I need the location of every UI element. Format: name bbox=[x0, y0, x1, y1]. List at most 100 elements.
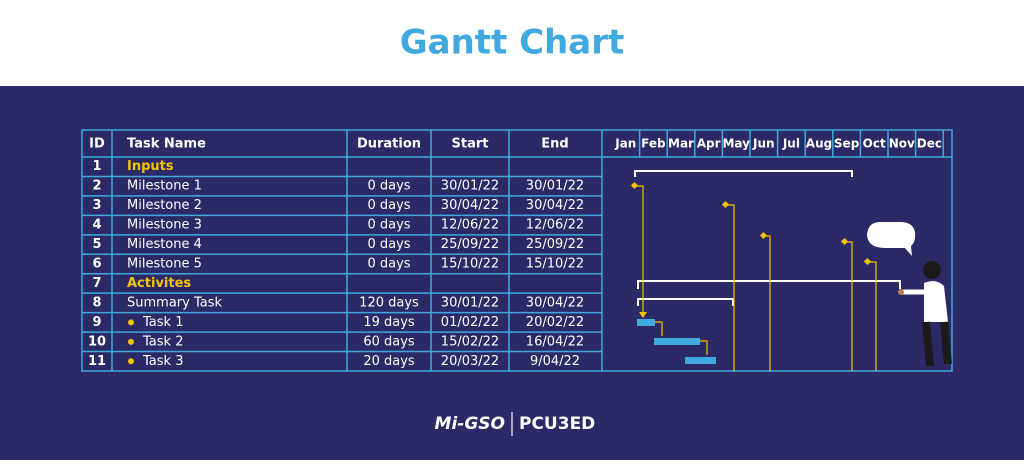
person bbox=[898, 261, 952, 367]
cell: 30/04/22 bbox=[441, 198, 499, 213]
cell: Milestone 4 bbox=[127, 237, 202, 252]
cell: Task 3 bbox=[142, 354, 183, 369]
cell: 0 days bbox=[367, 237, 410, 252]
row-id: 9 bbox=[92, 315, 101, 330]
row-id: 8 bbox=[92, 295, 101, 310]
cell: 0 days bbox=[367, 218, 410, 233]
task-bar bbox=[654, 338, 700, 345]
month-label: Jul bbox=[782, 137, 800, 151]
cell: 9/04/22 bbox=[530, 354, 580, 369]
cell: 0 days bbox=[367, 179, 410, 194]
cell: 15/10/22 bbox=[441, 257, 499, 272]
cell: Inputs bbox=[127, 159, 174, 174]
month-label: Jan bbox=[614, 137, 636, 151]
month-label: Sep bbox=[834, 137, 860, 151]
milestone bbox=[840, 237, 849, 246]
bracket bbox=[634, 170, 853, 177]
column-header: Task Name bbox=[127, 137, 206, 152]
cell: 12/06/22 bbox=[526, 218, 584, 233]
cell: Milestone 1 bbox=[127, 179, 202, 194]
title: Gantt Chart bbox=[400, 23, 625, 63]
cell: 15/10/22 bbox=[526, 257, 584, 272]
cell: Milestone 3 bbox=[127, 218, 202, 233]
cell: 60 days bbox=[363, 334, 415, 349]
row-id: 5 bbox=[92, 237, 101, 252]
task-bar bbox=[685, 357, 716, 364]
milestone-line bbox=[728, 204, 735, 371]
bullet bbox=[128, 358, 134, 365]
row-id: 6 bbox=[92, 257, 101, 272]
month-label: Feb bbox=[641, 137, 666, 151]
milestone bbox=[721, 200, 730, 209]
cell: 15/02/22 bbox=[441, 334, 499, 349]
cell: Milestone 5 bbox=[127, 257, 202, 272]
cell: Task 1 bbox=[142, 315, 183, 330]
bracket bbox=[637, 280, 901, 289]
cell: Summary Task bbox=[127, 295, 222, 310]
month-label: Mar bbox=[668, 137, 694, 151]
cell: 30/04/22 bbox=[526, 295, 584, 310]
arrowhead bbox=[639, 312, 647, 318]
milestone bbox=[630, 181, 639, 190]
month-label: May bbox=[722, 137, 750, 151]
milestone-line bbox=[870, 261, 877, 371]
cell: 30/01/22 bbox=[526, 179, 584, 194]
milestone-line bbox=[766, 235, 771, 371]
cell: 12/06/22 bbox=[441, 218, 499, 233]
cell: 25/09/22 bbox=[441, 237, 499, 252]
table-grid bbox=[81, 129, 953, 372]
bullet bbox=[128, 338, 134, 345]
month-label: Aug bbox=[806, 137, 832, 151]
cell: 0 days bbox=[367, 198, 410, 213]
brand: Mi-GSO bbox=[435, 414, 505, 434]
cell: 19 days bbox=[363, 315, 415, 330]
logo: Mi-GSO PCU3ED bbox=[435, 412, 595, 436]
month-label: Nov bbox=[889, 137, 915, 151]
task-bar bbox=[637, 319, 655, 326]
dependency bbox=[700, 340, 708, 355]
dependency bbox=[655, 321, 663, 336]
gantt-graphic bbox=[630, 170, 952, 371]
cell: 25/09/22 bbox=[526, 237, 584, 252]
milestone bbox=[863, 257, 872, 266]
milestone-line bbox=[637, 185, 644, 313]
cell: 30/01/22 bbox=[441, 179, 499, 194]
cell: 16/04/22 bbox=[526, 334, 584, 349]
column-header: Start bbox=[452, 137, 489, 152]
cell: 20 days bbox=[363, 354, 415, 369]
cell: 0 days bbox=[367, 257, 410, 272]
cell: 30/01/22 bbox=[441, 295, 499, 310]
row-id: 11 bbox=[88, 354, 106, 369]
column-header: ID bbox=[89, 137, 105, 152]
milestone bbox=[759, 231, 768, 240]
row-id: 7 bbox=[92, 276, 101, 291]
month-label: Oct bbox=[863, 137, 886, 151]
cell: 20/03/22 bbox=[441, 354, 499, 369]
cell: Task 2 bbox=[142, 334, 183, 349]
product: PCU3ED bbox=[519, 414, 595, 434]
cell: Milestone 2 bbox=[127, 198, 202, 213]
cell: Activites bbox=[127, 276, 191, 291]
bracket bbox=[637, 298, 734, 306]
cell: 20/02/22 bbox=[526, 315, 584, 330]
column-header: End bbox=[541, 137, 568, 152]
cell: 01/02/22 bbox=[441, 315, 499, 330]
cell: 30/04/22 bbox=[526, 198, 584, 213]
month-label: Apr bbox=[697, 137, 721, 151]
month-label: Jun bbox=[752, 137, 775, 151]
row-id: 2 bbox=[92, 179, 101, 194]
row-id: 4 bbox=[92, 218, 101, 233]
speech-bubble bbox=[867, 222, 916, 256]
table-border bbox=[81, 129, 953, 372]
milestone-line bbox=[847, 241, 853, 371]
month-label: Dec bbox=[917, 137, 942, 151]
bullet bbox=[128, 319, 134, 326]
row-id: 10 bbox=[88, 334, 106, 349]
row-id: 1 bbox=[92, 159, 101, 174]
cell: 120 days bbox=[359, 295, 419, 310]
column-header: Duration bbox=[357, 137, 421, 152]
row-id: 3 bbox=[92, 198, 101, 213]
header-bg bbox=[0, 0, 1024, 86]
